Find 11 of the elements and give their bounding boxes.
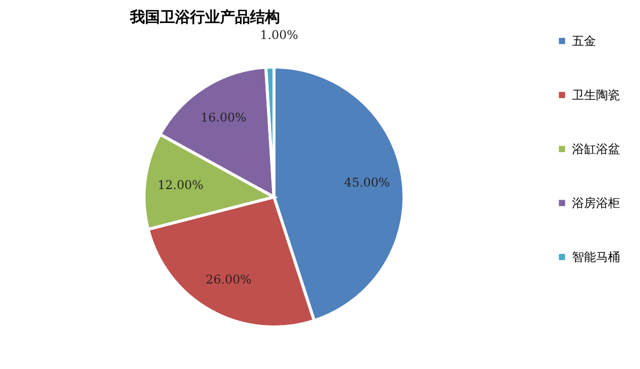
- legend-label: 浴房浴柜: [572, 196, 620, 210]
- data-label: 26.00%: [206, 272, 252, 287]
- data-label: 12.00%: [158, 178, 204, 192]
- legend-label: 智能马桶: [572, 250, 620, 264]
- legend-label: 卫生陶瓷: [572, 88, 620, 102]
- data-label: 1.00%: [260, 28, 298, 42]
- data-label: 16.00%: [200, 110, 246, 124]
- chart-title: 我国卫浴行业产品结构: [129, 8, 280, 26]
- data-label: 45.00%: [344, 175, 390, 190]
- legend-label: 五金: [572, 34, 596, 48]
- legend-label: 浴缸浴盆: [572, 142, 620, 156]
